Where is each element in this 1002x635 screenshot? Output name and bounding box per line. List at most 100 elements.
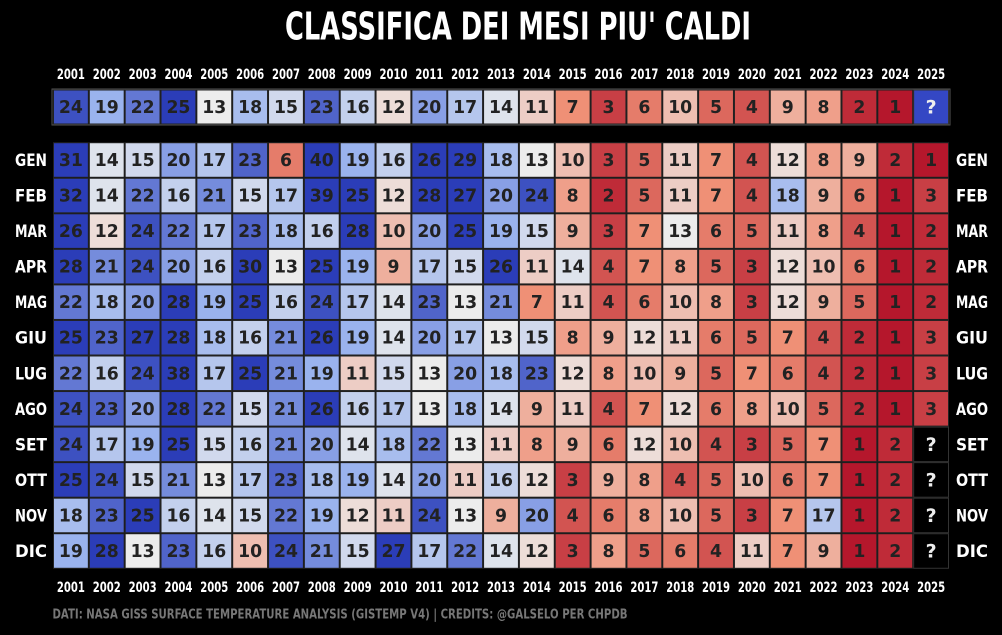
cell-label: 7 <box>638 221 650 242</box>
cell-label: 32 <box>59 186 83 207</box>
cell <box>411 89 448 125</box>
cell <box>447 284 484 320</box>
cell <box>805 533 842 569</box>
cell <box>913 391 949 427</box>
cell-label: 5 <box>746 328 758 349</box>
cell <box>124 213 161 249</box>
cell-label: 20 <box>453 363 477 384</box>
cell <box>698 142 734 178</box>
cell-label: 27 <box>381 541 405 562</box>
cell <box>554 248 591 285</box>
cell-label: 25 <box>238 292 262 313</box>
cell <box>698 355 734 392</box>
cell-label: 5 <box>638 150 650 171</box>
cell <box>53 177 89 214</box>
cell <box>339 497 376 534</box>
cell <box>196 533 233 569</box>
cell <box>733 142 770 178</box>
cell <box>232 284 269 320</box>
row-label: OTT <box>15 471 47 491</box>
cell-label: 3 <box>603 221 615 242</box>
cell-label: 17 <box>202 221 226 242</box>
cell <box>590 142 627 178</box>
cell-label: 1 <box>889 257 901 278</box>
cell-label: 23 <box>274 470 298 491</box>
cell-label: 8 <box>818 150 830 171</box>
cell-label: 11 <box>453 470 477 491</box>
cell <box>518 142 555 178</box>
cell-label: 23 <box>95 399 119 420</box>
cell-label: 24 <box>131 221 155 242</box>
cell <box>268 391 304 427</box>
cell-label: 24 <box>310 292 334 313</box>
cell-label: 12 <box>525 470 549 491</box>
cell-label: 6 <box>638 292 650 313</box>
cell-label: 19 <box>310 505 334 526</box>
cell <box>590 284 627 320</box>
cell-label: 20 <box>417 470 441 491</box>
cell-label: 28 <box>59 257 83 278</box>
cell <box>662 497 699 534</box>
cell <box>232 248 269 285</box>
cell-label: 8 <box>710 292 722 313</box>
cell <box>877 142 914 178</box>
year-label: 2021 <box>774 580 802 596</box>
cell <box>733 89 770 125</box>
cell <box>232 426 269 463</box>
cell <box>590 533 627 569</box>
cell-label: 12 <box>776 292 800 313</box>
year-label: 2004 <box>164 67 192 83</box>
cell-label: 12 <box>668 399 692 420</box>
cell <box>626 248 663 285</box>
cell <box>375 426 412 463</box>
cell-label: 18 <box>489 363 513 384</box>
cell-label: 4 <box>710 434 722 455</box>
cell-label: 38 <box>166 363 190 384</box>
year-label: 2023 <box>845 67 873 83</box>
cell <box>303 355 340 392</box>
cell-label: 22 <box>131 186 155 207</box>
cell-label: 9 <box>853 150 865 171</box>
cell-label: 24 <box>59 97 83 118</box>
cell-label: 26 <box>489 257 513 278</box>
cell <box>339 426 376 463</box>
cell <box>626 177 663 214</box>
cell-label: 15 <box>274 97 298 118</box>
cell-label: 8 <box>746 399 758 420</box>
year-label: 2022 <box>810 67 838 83</box>
cell-label: 17 <box>417 541 441 562</box>
cell <box>913 248 949 285</box>
cell-label: 22 <box>131 97 155 118</box>
cell <box>626 497 663 534</box>
cell-label: 18 <box>776 186 800 207</box>
year-label: 2012 <box>451 67 479 83</box>
cell <box>447 497 484 534</box>
cell <box>483 391 519 427</box>
cell <box>447 248 484 285</box>
cell-label: 14 <box>381 292 405 313</box>
annual-frame <box>51 88 951 126</box>
cell-label: 3 <box>567 541 579 562</box>
cell <box>375 248 412 285</box>
cell-label: 14 <box>346 434 370 455</box>
cell <box>447 319 484 356</box>
cell-label: 2 <box>925 221 937 242</box>
cell-label: 19 <box>202 292 226 313</box>
cell-label: 17 <box>453 328 477 349</box>
cell-label: 4 <box>674 470 686 491</box>
cell <box>877 284 914 320</box>
cell <box>733 355 770 392</box>
cell <box>662 533 699 569</box>
cell <box>518 355 555 392</box>
cell <box>483 462 519 498</box>
cell-label: 1 <box>889 221 901 242</box>
cell-label: 11 <box>668 328 692 349</box>
cell <box>232 533 269 569</box>
cell <box>877 426 914 463</box>
cell-label: 2 <box>889 541 901 562</box>
cell <box>339 319 376 356</box>
cell <box>662 391 699 427</box>
cell <box>805 177 842 214</box>
year-label: 2018 <box>666 67 694 83</box>
cell-label: 24 <box>59 434 83 455</box>
